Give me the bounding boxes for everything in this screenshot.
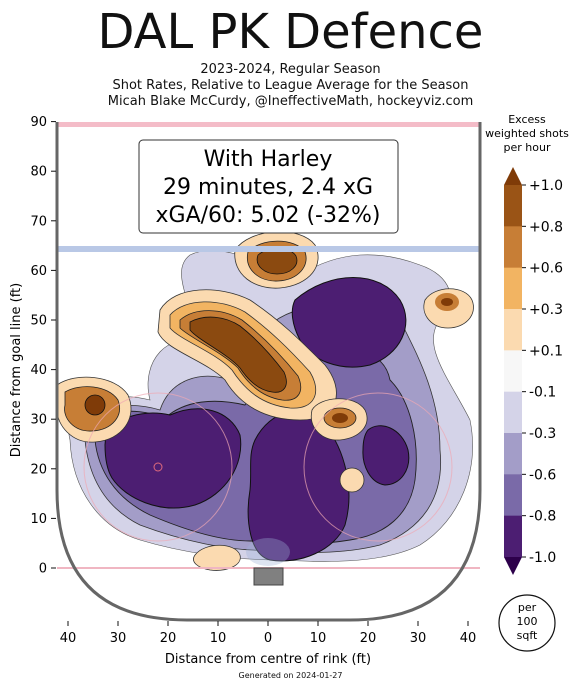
x-axis: 40 30 20 10 0 10 20 30 40 xyxy=(60,621,477,646)
x-tick-label: 40 xyxy=(60,631,77,646)
x-tick-label: 30 xyxy=(110,631,127,646)
y-tick-label: 60 xyxy=(30,264,47,279)
colorbar-title-line-3: per hour xyxy=(504,141,551,154)
generated-footer: Generated on 2024-01-27 xyxy=(238,671,343,680)
colorbar-tick-label: +0.6 xyxy=(529,261,563,277)
unit-circle xyxy=(498,594,556,652)
y-tick-label: 90 xyxy=(30,115,47,130)
colorbar-tick-label: -0.6 xyxy=(529,467,556,483)
contour-warm-4 xyxy=(189,316,287,393)
contour-warm-18 xyxy=(339,467,365,493)
colorbar-title-line-2: weighted shots xyxy=(485,127,569,140)
colorbar-segment xyxy=(504,185,522,227)
colorbar-tick-label: -0.1 xyxy=(529,385,556,401)
colorbar-tick-label: -1.0 xyxy=(529,550,556,566)
contour-warm-16 xyxy=(441,298,453,306)
unit-line-1: per xyxy=(518,601,537,614)
subtitle-season: 2023-2024, Regular Season xyxy=(200,62,381,77)
x-tick-label: 40 xyxy=(460,631,477,646)
unit-line-2: 100 xyxy=(517,615,538,628)
colorbar-segment xyxy=(504,474,522,517)
annotation-line-3: xGA/60: 5.02 (-32%) xyxy=(156,203,381,228)
colorbar-segment xyxy=(504,350,522,393)
x-tick-label: 10 xyxy=(210,631,227,646)
colorbar-tick-label: +0.1 xyxy=(529,343,563,359)
y-tick-label: 80 xyxy=(30,165,47,180)
contour-cold-4a xyxy=(104,408,242,509)
unit-line-3: sqft xyxy=(517,629,538,642)
x-axis-label: Distance from centre of rink (ft) xyxy=(165,652,371,667)
annotation-line-2: 29 minutes, 2.4 xG xyxy=(163,175,373,200)
colorbar-segment xyxy=(504,309,522,351)
annotation-box xyxy=(138,139,399,234)
rink-boards xyxy=(55,122,482,622)
colorbar-arrow-bottom xyxy=(504,557,522,575)
x-tick-label: 0 xyxy=(264,631,272,646)
colorbar-segment xyxy=(504,433,522,475)
colorbar-tick-label: +1.0 xyxy=(529,178,563,194)
goal-net xyxy=(253,567,284,586)
blue-line xyxy=(57,246,480,252)
colorbar-title-line-1: Excess xyxy=(508,113,546,126)
red-line xyxy=(57,122,480,127)
faceoff-circle-left xyxy=(83,392,233,542)
x-tick-label: 10 xyxy=(310,631,327,646)
y-tick-label: 70 xyxy=(30,214,47,229)
colorbar-arrow-top xyxy=(504,167,522,185)
colorbar-tick-label: +0.8 xyxy=(529,219,563,235)
colorbar-segment xyxy=(504,515,522,558)
y-axis-label: Distance from goal line (ft) xyxy=(9,283,24,457)
colorbar-segment xyxy=(504,226,522,269)
y-axis: 0 10 20 30 40 50 60 70 80 90 xyxy=(30,115,56,577)
contour-warm-13 xyxy=(332,413,348,423)
y-tick-label: 50 xyxy=(30,314,47,329)
colorbar-tick-label: -0.8 xyxy=(529,509,556,525)
colorbar-segment xyxy=(504,391,522,434)
crease-shade xyxy=(246,538,290,566)
x-tick-label: 20 xyxy=(360,631,377,646)
colorbar-tick-label: +0.3 xyxy=(529,302,563,318)
x-tick-label: 20 xyxy=(160,631,177,646)
y-tick-label: 30 xyxy=(30,413,47,428)
colorbar-tick-label: -0.3 xyxy=(529,426,556,442)
x-tick-label: 30 xyxy=(410,631,427,646)
y-tick-label: 10 xyxy=(30,512,47,527)
y-tick-label: 0 xyxy=(39,562,47,577)
faceoff-circle-right xyxy=(303,392,453,542)
chart-title: DAL PK Defence xyxy=(97,4,484,60)
subtitle-author: Micah Blake McCurdy, @IneffectiveMath, h… xyxy=(107,94,474,109)
contour-cold-4d xyxy=(362,425,410,486)
colorbar: +1.0 +0.8 +0.6 +0.3 +0.1 -0.1 -0.3 -0.6 -0.8 -1.0 xyxy=(504,167,563,575)
y-tick-label: 40 xyxy=(30,363,47,378)
contour-warm-10 xyxy=(84,394,106,416)
contour-cold-4c xyxy=(291,277,407,368)
faceoff-dot-left xyxy=(153,462,163,472)
contour-warm-7 xyxy=(256,247,298,275)
subtitle-description: Shot Rates, Relative to League Average f… xyxy=(112,78,469,93)
annotation-line-1: With Harley xyxy=(204,147,333,172)
y-tick-label: 20 xyxy=(30,462,47,477)
colorbar-segment xyxy=(504,267,522,310)
